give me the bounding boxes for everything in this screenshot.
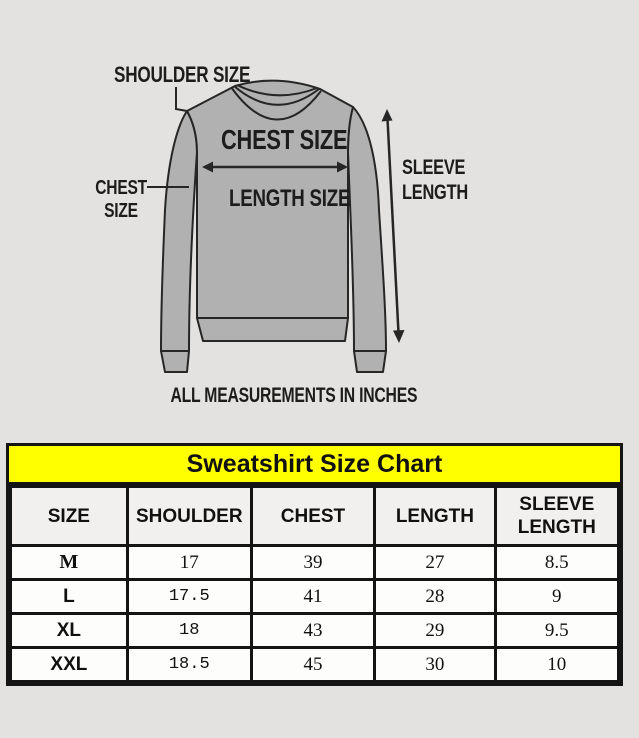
right-cuff <box>353 350 387 373</box>
chest-size-side-label-line1: CHEST <box>95 177 147 199</box>
chest-size-garment-label: CHEST SIZE <box>221 124 348 155</box>
col-header-sleeve-length: SLEEVE LENGTH <box>493 485 621 547</box>
left-cuff <box>160 350 190 373</box>
length-value: 28 <box>373 578 497 615</box>
size-value: L <box>9 578 129 615</box>
collar-ribbing <box>230 84 322 121</box>
sleeve-length-value: 10 <box>493 646 621 683</box>
table-row-m: M 17 39 27 8.5 <box>9 544 621 581</box>
table-row-xxl: XXL 18.5 45 30 10 <box>9 646 621 683</box>
garment-body <box>186 79 354 319</box>
shoulder-pointer-line <box>175 87 188 112</box>
sleeve-measure-arrow <box>381 109 405 343</box>
left-sleeve <box>160 110 198 352</box>
chest-size-side-label: CHEST SIZE <box>95 177 147 223</box>
measurements-note: ALL MEASUREMENTS IN INCHES <box>170 384 418 407</box>
sleeve-length-label-line2: LENGTH <box>402 181 468 204</box>
right-sleeve <box>347 106 387 352</box>
length-value: 30 <box>373 646 497 683</box>
shoulder-size-label: SHOULDER SIZE <box>114 62 251 87</box>
sleeve-length-value: 9.5 <box>493 612 621 649</box>
sleeve-length-label: SLEEVE LENGTH <box>402 155 468 205</box>
sleeve-length-label-line1: SLEEVE <box>402 156 466 179</box>
chest-size-side-label-line2: SIZE <box>104 200 138 222</box>
chest-measure-arrow <box>202 161 348 173</box>
col-header-length: LENGTH <box>373 485 497 547</box>
table-row-l: L 17.5 41 28 9 <box>9 578 621 615</box>
sleeve-length-value: 9 <box>493 578 621 615</box>
sleeve-length-value: 8.5 <box>493 544 621 581</box>
shoulder-value: 18 <box>125 612 253 649</box>
chest-value: 45 <box>249 646 377 683</box>
length-value: 29 <box>373 612 497 649</box>
table-row-xl: XL 18 43 29 9.5 <box>9 612 621 649</box>
sweatshirt-measurement-diagram: SHOULDER SIZE CHEST SIZE LENGTH SIZE CHE… <box>95 62 468 407</box>
shoulder-value: 18.5 <box>125 646 253 683</box>
length-size-garment-label: LENGTH SIZE <box>229 185 351 212</box>
chest-value: 43 <box>249 612 377 649</box>
shoulder-value: 17.5 <box>125 578 253 615</box>
chest-value: 41 <box>249 578 377 615</box>
waistband <box>196 317 349 342</box>
size-chart-table: Sweatshirt Size Chart SIZE SHOULDER CHES… <box>6 443 623 686</box>
col-header-shoulder: SHOULDER <box>125 485 253 547</box>
col-header-size: SIZE <box>9 485 129 547</box>
shoulder-value: 17 <box>125 544 253 581</box>
table-title: Sweatshirt Size Chart <box>9 446 620 485</box>
size-value: M <box>9 544 129 581</box>
size-value: XL <box>9 612 129 649</box>
length-value: 27 <box>373 544 497 581</box>
chest-value: 39 <box>249 544 377 581</box>
col-header-chest: CHEST <box>249 485 377 547</box>
size-value: XXL <box>9 646 129 683</box>
sweatshirt-illustration <box>147 79 405 373</box>
header-row: SIZE SHOULDER CHEST LENGTH SLEEVE LENGTH <box>9 485 621 547</box>
